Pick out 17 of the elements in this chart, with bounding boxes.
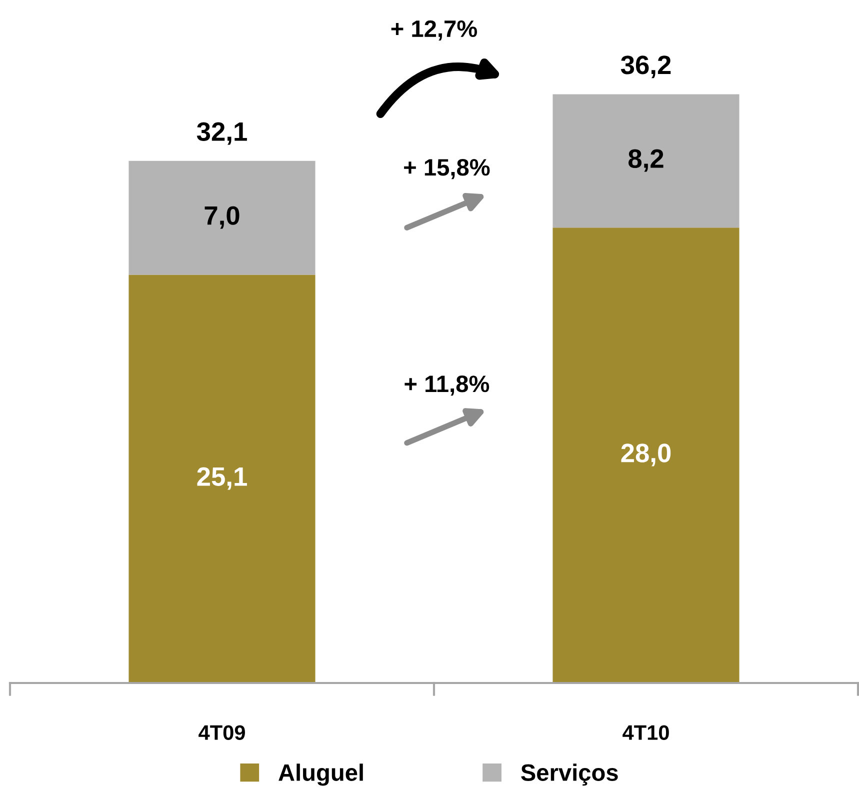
- bar: [552, 228, 740, 683]
- annotation: + 11,8%: [404, 376, 490, 396]
- legend-label: Serviços: [521, 764, 618, 786]
- text: + 12,7%: [391, 20, 478, 40]
- x-tick-label: 4T10: [622, 725, 669, 740]
- legend-label: Aluguel: [278, 764, 363, 786]
- data-label: 8,2: [628, 149, 664, 172]
- data-label: 7,0: [204, 206, 240, 229]
- bar: [128, 274, 316, 683]
- data-label: 25,1: [197, 467, 247, 490]
- data-label: 28,0: [621, 444, 671, 466]
- x-tick-label: 4T09: [198, 725, 245, 740]
- total-label: 32,1: [196, 122, 247, 145]
- bar: [552, 94, 740, 228]
- annotation: + 15,8%: [404, 159, 490, 180]
- total-label: 36,2: [620, 56, 671, 78]
- bar: [128, 160, 316, 275]
